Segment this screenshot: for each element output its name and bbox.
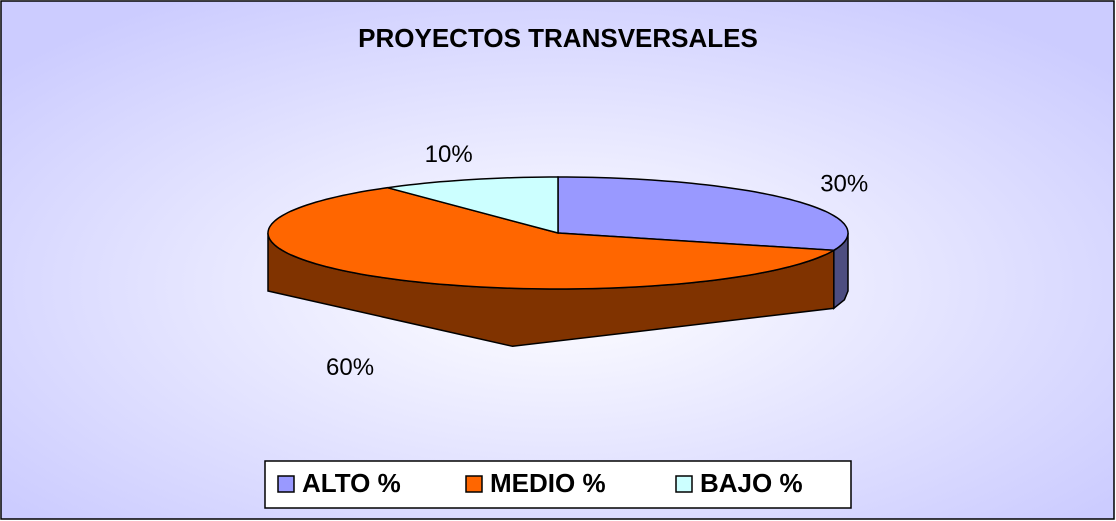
pie-slice	[387, 176, 559, 234]
data-label: 60%	[326, 354, 374, 381]
data-label: 10%	[425, 141, 473, 168]
legend-swatch	[277, 475, 295, 493]
pie-slice	[267, 186, 837, 290]
legend-label: ALTO %	[302, 468, 401, 498]
data-label: 30%	[820, 171, 868, 198]
chart-title: PROYECTOS TRANSVERSALES	[358, 23, 758, 53]
legend-swatch	[465, 475, 483, 493]
legend-swatch	[675, 475, 693, 493]
legend-box	[264, 460, 852, 509]
legend-label: BAJO %	[700, 468, 803, 498]
legend-label: MEDIO %	[490, 468, 606, 498]
pie-slice	[557, 176, 849, 252]
